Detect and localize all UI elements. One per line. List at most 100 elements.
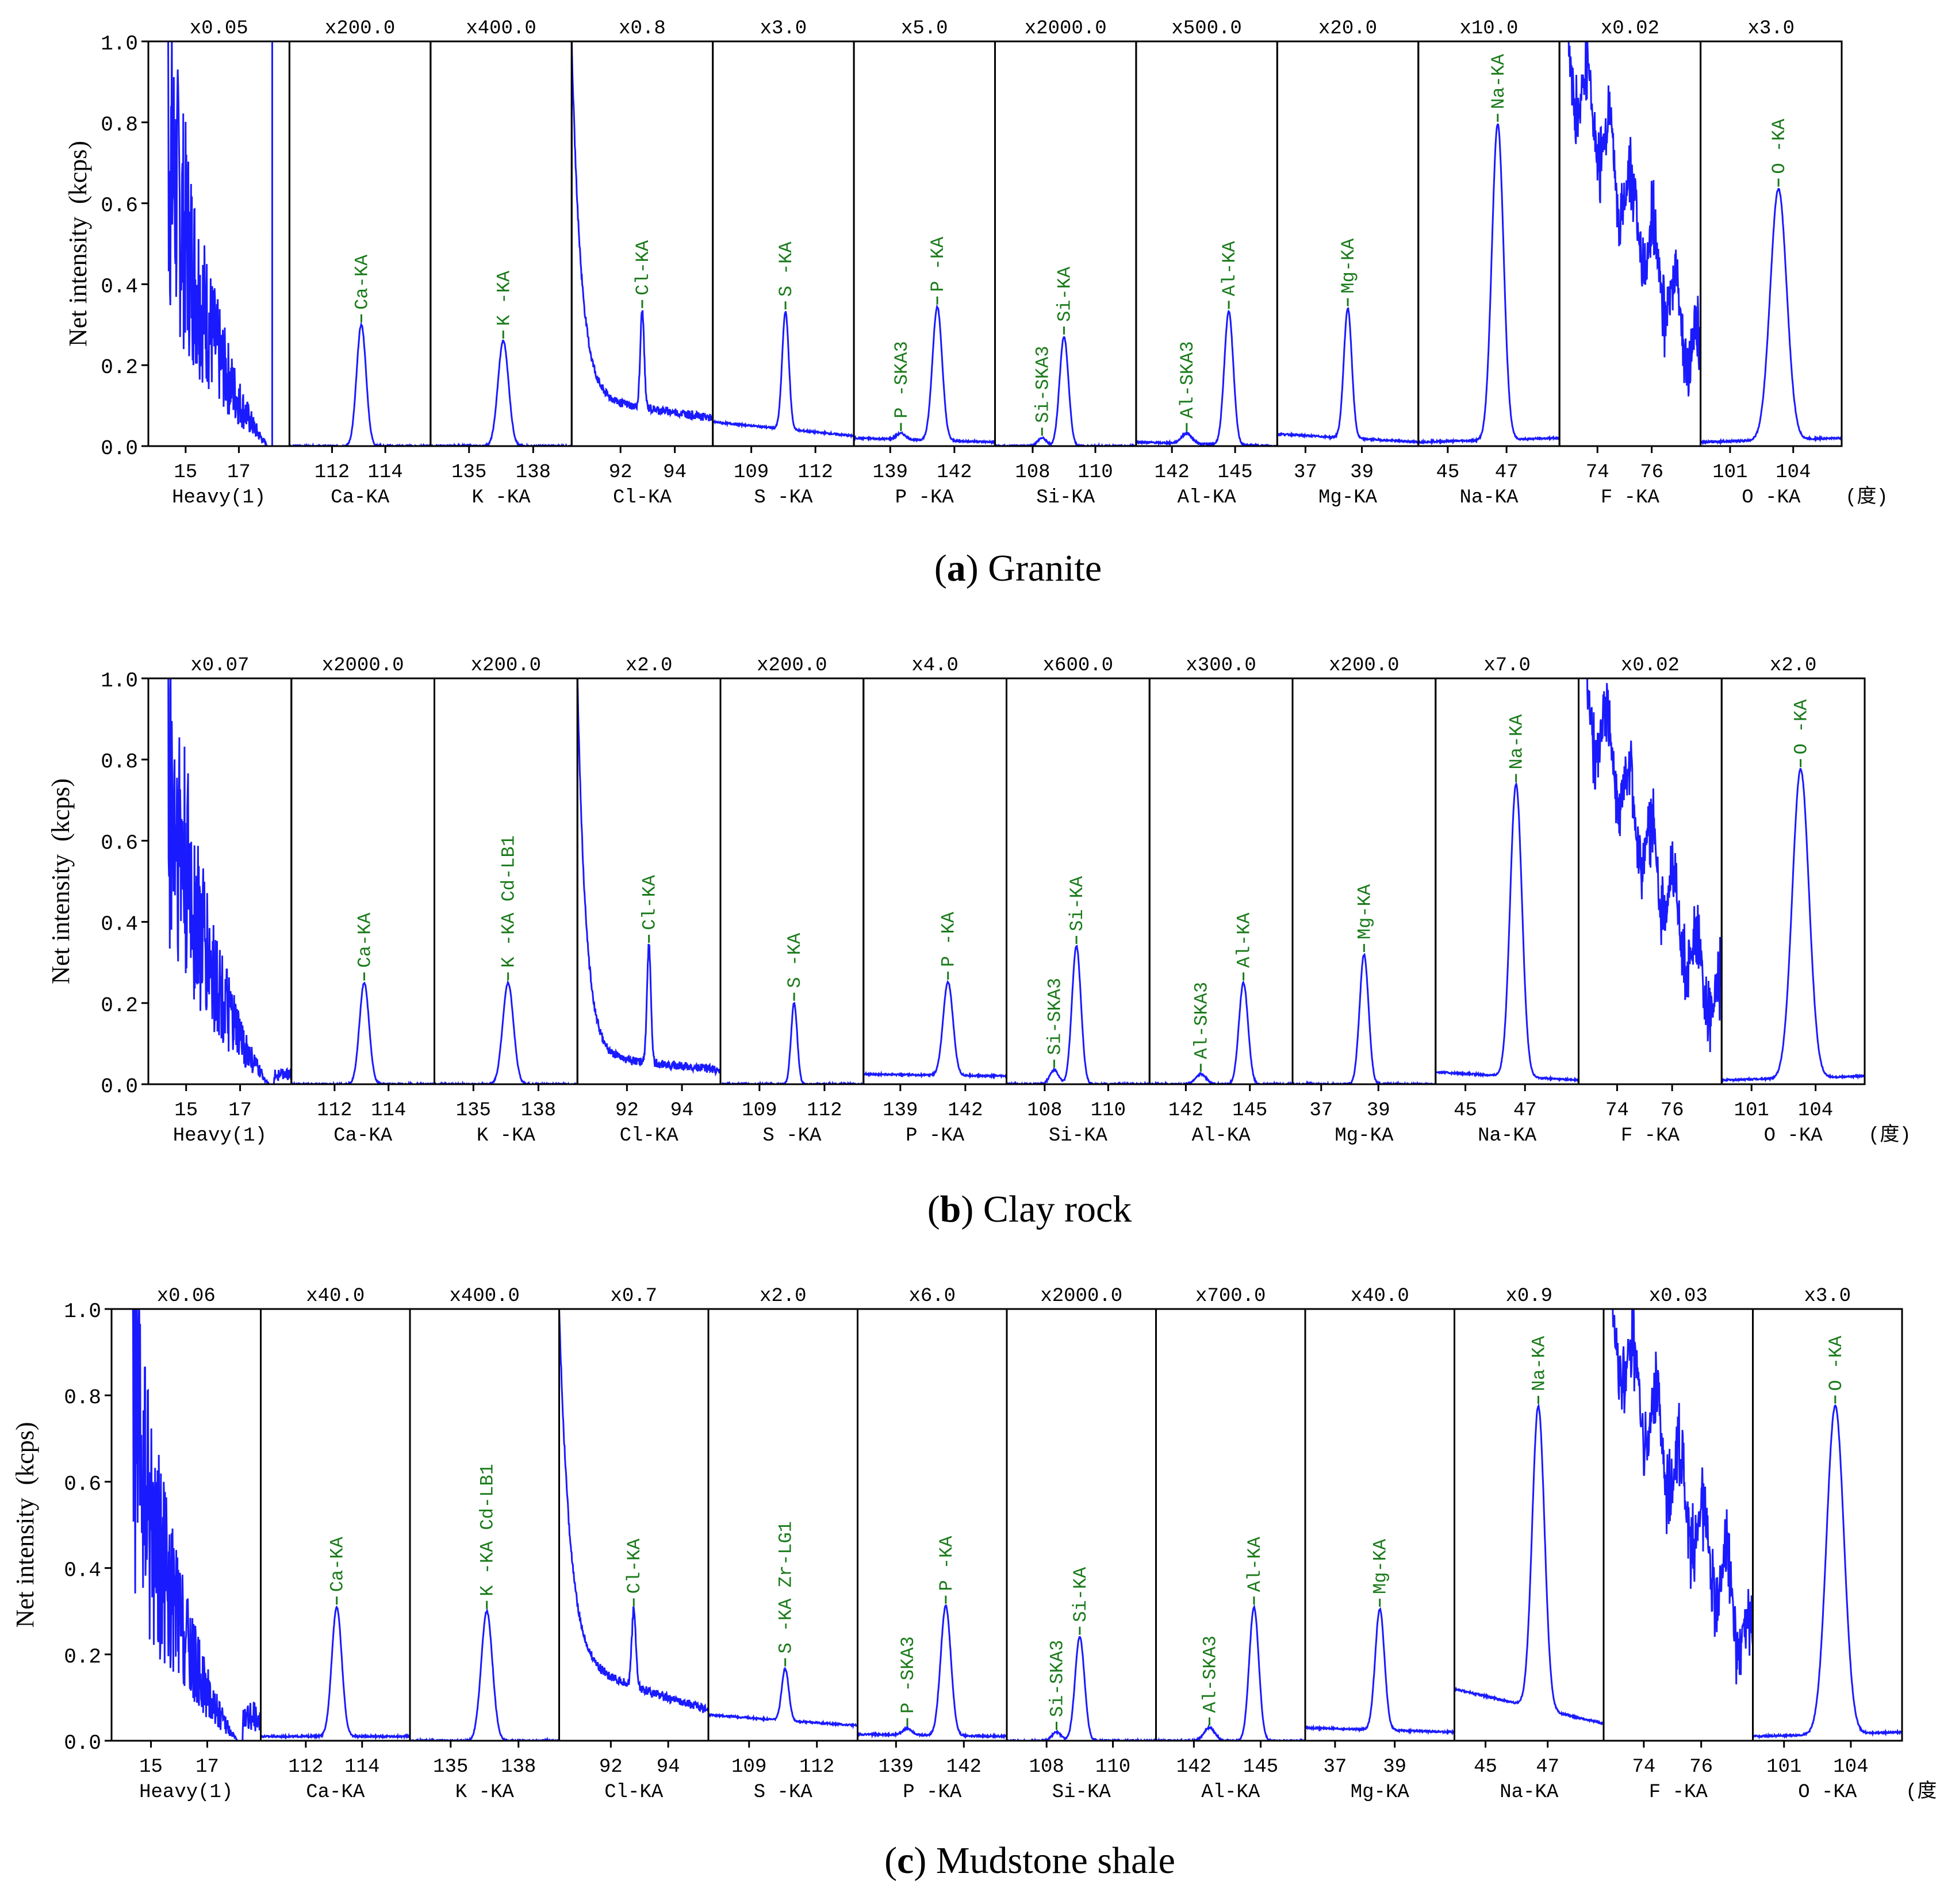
scale-factor-label: x500.0	[1171, 18, 1241, 40]
peak-label: K -KA Cd-LB1	[499, 835, 520, 968]
spectrum-trace	[1454, 1403, 1604, 1726]
x-axis-label: O -KA	[1798, 1782, 1857, 1803]
x-tick-label: 17	[195, 1756, 219, 1778]
subplot-k-ka: K -KA Cd-LB1 x200.0 135 138 K -KA	[434, 655, 578, 1147]
x-tick-label: 145	[1232, 1100, 1267, 1122]
peak-label: Na-KA	[1506, 714, 1528, 770]
x-tick-label: 112	[807, 1100, 842, 1122]
scale-factor-label: x0.05	[190, 18, 248, 40]
scale-factor-label: x2.0	[626, 655, 673, 677]
spectrum-trace	[995, 336, 1136, 446]
spectrum-trace	[132, 1309, 261, 1741]
x-tick-label: 112	[798, 462, 833, 483]
subplot-frame	[862, 677, 1007, 1085]
x-tick-label: 37	[1294, 462, 1317, 483]
subplot-o-ka: O -KA x3.0 101 104 O -KA	[1752, 1285, 1903, 1803]
peak-label: Cl-KA	[639, 874, 661, 930]
y-tick-label: 0.4	[64, 1559, 101, 1583]
scale-factor-label: x6.0	[908, 1285, 956, 1307]
x-tick-label: 47	[1513, 1100, 1537, 1122]
panel-caption: (a) Granite	[934, 547, 1102, 589]
subplot-frame	[994, 40, 1137, 447]
units-label: (度)	[1845, 485, 1888, 509]
x-axis-label: K -KA	[472, 487, 531, 509]
y-tick-label: 0.8	[101, 113, 138, 137]
peak-label: Mg-KA	[1338, 238, 1359, 294]
subplot-frame	[1752, 1308, 1903, 1742]
peak-label: Na-KA	[1528, 1335, 1550, 1391]
spectrum-trace	[577, 678, 720, 1077]
peak-label: Ca-KA	[351, 254, 373, 310]
scale-factor-label: x0.02	[1621, 655, 1680, 677]
spectrum-trace	[410, 1607, 559, 1741]
scale-factor-label: x200.0	[471, 655, 541, 677]
spectrum-trace	[1753, 1404, 1902, 1740]
y-tick-label: 0.8	[64, 1386, 101, 1410]
x-tick-label: 101	[1734, 1100, 1769, 1122]
spectrum-trace	[291, 981, 435, 1084]
subplot-frame	[1155, 1308, 1306, 1742]
peak-label: O -KA	[1791, 699, 1812, 755]
y-tick-label: 1.0	[101, 32, 138, 56]
x-axis-label: Heavy(1)	[173, 1125, 267, 1147]
x-tick-label: 101	[1766, 1756, 1801, 1778]
subplot-si-ka: Si-SKA3 Si-KA x2000.0 108 110 Si-KA	[994, 18, 1137, 509]
spectrum-trace	[1006, 945, 1150, 1084]
spectrum-panel-b: Net intensity (kcps) 0.0 0.2 0.4 0.6 0.8 1.0 (b…	[47, 655, 1911, 1230]
peak-label: K -KA	[493, 270, 515, 326]
caption-open-paren: (	[934, 547, 947, 589]
spectrum-trace	[708, 1666, 858, 1730]
x-tick-label: 15	[139, 1756, 163, 1778]
subplot-frame	[260, 1308, 411, 1742]
x-axis-label: S -KA	[762, 1125, 822, 1147]
scale-factor-label: x0.7	[610, 1285, 657, 1307]
x-tick-label: 15	[174, 462, 197, 483]
peak-label: Al-KA	[1244, 1536, 1266, 1592]
x-tick-label: 112	[315, 462, 350, 483]
scale-factor-label: x7.0	[1483, 655, 1531, 677]
subplot-f-ka: x0.03 74 76 F -KA	[1602, 1285, 1754, 1803]
scale-factor-label: x200.0	[325, 18, 395, 40]
subplot-mg-ka: Mg-KA x20.0 37 39 Mg-KA	[1276, 18, 1420, 509]
caption-letter: a	[947, 547, 966, 589]
x-tick-label: 101	[1712, 462, 1747, 483]
x-tick-label: 15	[174, 1100, 198, 1122]
x-tick-label: 142	[937, 462, 972, 483]
subplot-o-ka: O -KA x3.0 101 104 O -KA	[1700, 18, 1843, 509]
subplot-s-ka: S -KA x3.0 109 112 S -KA	[712, 18, 855, 509]
x-tick-label: 135	[451, 462, 486, 483]
x-axis-label: Cl-KA	[620, 1125, 679, 1147]
x-axis-label: Si-KA	[1036, 487, 1095, 509]
x-tick-label: 138	[521, 1100, 556, 1122]
x-axis-label: F -KA	[1649, 1782, 1708, 1803]
spectrum-trace	[430, 339, 572, 446]
subplot-frame	[1006, 1308, 1157, 1742]
peak-label: Cl-KA	[624, 1538, 645, 1594]
x-tick-label: 47	[1536, 1756, 1559, 1778]
caption-title: ) Granite	[966, 547, 1102, 589]
subplot-heavy-1-: x0.07 15 17 Heavy(1)	[147, 655, 293, 1147]
scale-factor-label: x700.0	[1195, 1285, 1266, 1307]
y-axis-label: Net intensity (kcps)	[11, 1422, 39, 1627]
x-tick-label: 92	[609, 462, 632, 483]
x-axis-label: Heavy(1)	[172, 487, 266, 509]
spectrum-trace	[1136, 309, 1278, 446]
peak-label: Si-KA	[1067, 876, 1088, 931]
y-tick-label: 1.0	[64, 1300, 101, 1323]
subplot-f-ka: x0.02 74 76 F -KA	[1578, 655, 1723, 1147]
x-axis-label: K -KA	[455, 1782, 515, 1803]
spectrum-trace	[1149, 980, 1293, 1084]
spectrum-trace	[1156, 1604, 1305, 1741]
spectrum-trace	[572, 41, 713, 422]
x-axis-label: Cl-KA	[613, 487, 672, 509]
x-tick-label: 135	[456, 1100, 491, 1122]
scale-factor-label: x40.0	[1351, 1285, 1409, 1307]
x-tick-label: 92	[599, 1756, 623, 1778]
x-tick-label: 109	[731, 1756, 766, 1778]
y-tick-label: 0.0	[101, 437, 138, 460]
subplot-frame	[288, 40, 432, 447]
subplot-cl-ka: Cl-KA x2.0 92 94 Cl-KA	[576, 655, 722, 1147]
x-axis-label: S -KA	[754, 487, 813, 509]
spectrum-trace	[720, 1001, 864, 1084]
scale-factor-label: x3.0	[760, 18, 807, 40]
